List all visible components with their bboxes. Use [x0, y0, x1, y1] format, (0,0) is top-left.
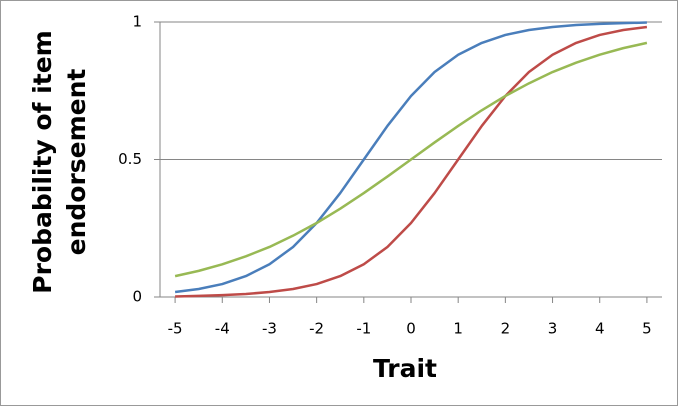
x-tick-label: -3 — [262, 320, 277, 338]
x-tick-label: 5 — [642, 320, 652, 338]
series-line — [174, 21, 647, 294]
y-tick-label: 0.5 — [118, 150, 142, 168]
y-tick-label: 0 — [132, 288, 142, 306]
x-axis-title: Trait — [373, 354, 437, 383]
y-tick-label: 1 — [132, 13, 142, 31]
x-tick-label: 2 — [501, 320, 511, 338]
x-tick-label: -4 — [215, 320, 230, 338]
x-tick-label: 1 — [453, 320, 463, 338]
x-tick-label: 4 — [595, 320, 605, 338]
x-tick-label: -2 — [309, 320, 324, 338]
x-tick-label: 3 — [548, 320, 558, 338]
series-line — [175, 25, 648, 298]
x-tick-label: 0 — [406, 320, 416, 338]
series-line — [174, 41, 648, 278]
x-tick-label: -5 — [168, 320, 183, 338]
x-tick-label: -1 — [356, 320, 371, 338]
y-axis-title: Probability of item endorsement — [28, 30, 91, 293]
